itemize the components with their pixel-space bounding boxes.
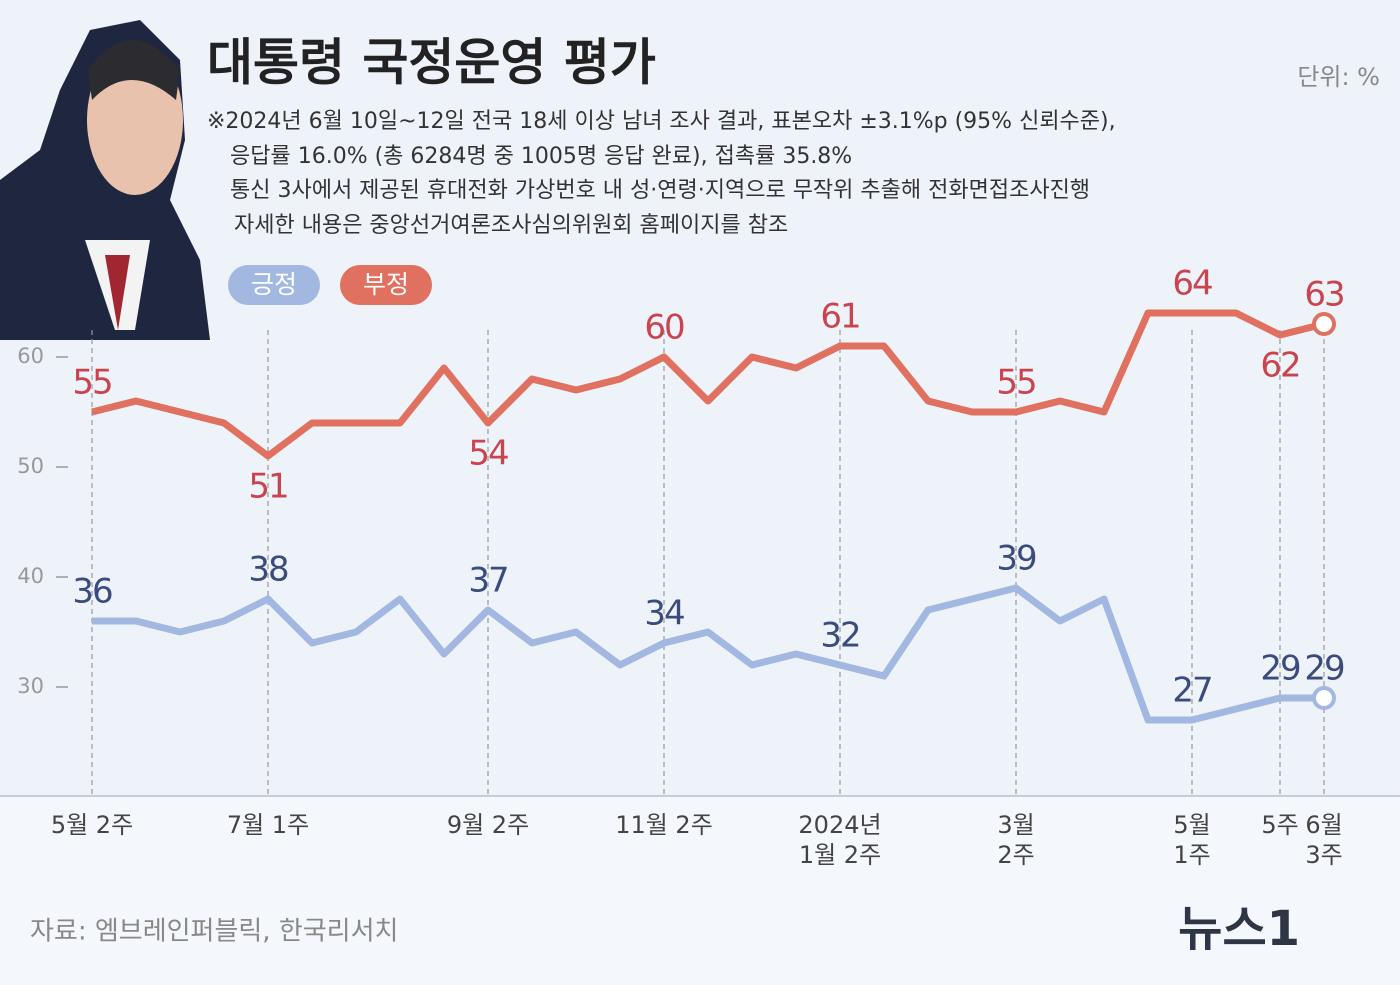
data-label: 29 xyxy=(1304,649,1344,689)
data-label: 51 xyxy=(248,467,287,507)
end-marker xyxy=(1312,686,1336,710)
photo xyxy=(0,20,210,340)
data-label: 64 xyxy=(1172,264,1212,304)
legend-label: 부정 xyxy=(363,270,409,299)
y-tick-label: 50 xyxy=(17,454,44,478)
chart-title: 대통령 국정운영 평가 xyxy=(207,34,656,92)
data-label: 63 xyxy=(1304,275,1343,315)
series-line xyxy=(92,584,1324,724)
logo: 뉴스1 xyxy=(1178,901,1300,957)
x-tick-label: 5주 xyxy=(1261,811,1298,839)
data-label: 34 xyxy=(644,594,684,634)
data-label: 62 xyxy=(1260,346,1299,386)
data-label: 39 xyxy=(996,539,1036,579)
data-label: 61 xyxy=(820,297,859,337)
y-tick-label: 30 xyxy=(17,674,44,698)
x-tick-label: 2024년 1월 2주 xyxy=(798,811,881,869)
data-label: 55 xyxy=(996,363,1035,403)
data-label: 54 xyxy=(468,434,508,474)
end-marker xyxy=(1312,312,1336,336)
data-label: 32 xyxy=(820,616,859,656)
data-label: 37 xyxy=(468,561,507,601)
note: 응답률 16.0% (총 6284명 중 1005명 응답 완료), 접촉률 3… xyxy=(230,144,852,169)
logo-text: 뉴스1 xyxy=(1178,901,1300,957)
series-line xyxy=(91,309,1325,460)
data-label: 60 xyxy=(644,308,684,348)
note: 통신 3사에서 제공된 휴대전화 가상번호 내 성·연령·지역으로 무작위 추출… xyxy=(230,178,1090,203)
x-tick-label: 3월 2주 xyxy=(997,811,1034,869)
data-label: 27 xyxy=(1172,671,1211,711)
x-tick-label: 7월 1주 xyxy=(227,811,309,839)
source: 자료: 엠브레인퍼블릭, 한국리서치 xyxy=(30,917,398,947)
x-tick-label: 6월 3주 xyxy=(1305,811,1342,869)
unit-label: 단위: % xyxy=(1297,63,1380,91)
legend-label: 긍정 xyxy=(251,270,297,299)
data-label: 29 xyxy=(1260,649,1300,689)
y-tick-label: 60 xyxy=(17,344,44,368)
data-label: 36 xyxy=(72,572,112,612)
note: 자세한 내용은 중앙선거여론조사심의위원회 홈페이지를 참조 xyxy=(234,213,788,238)
data-label: 55 xyxy=(72,363,111,403)
x-tick-label: 5월 1주 xyxy=(1173,811,1210,869)
note: ※2024년 6월 10일~12일 전국 18세 이상 남녀 조사 결과, 표본… xyxy=(207,109,1116,134)
x-tick-label: 9월 2주 xyxy=(447,811,529,839)
legend-swatch xyxy=(228,265,320,305)
x-tick-label: 11월 2주 xyxy=(615,811,713,839)
legend-swatch xyxy=(340,265,432,305)
data-label: 38 xyxy=(248,550,288,590)
footer-band xyxy=(0,796,1400,985)
y-tick-label: 40 xyxy=(17,564,44,588)
x-tick-label: 5월 2주 xyxy=(51,811,133,839)
